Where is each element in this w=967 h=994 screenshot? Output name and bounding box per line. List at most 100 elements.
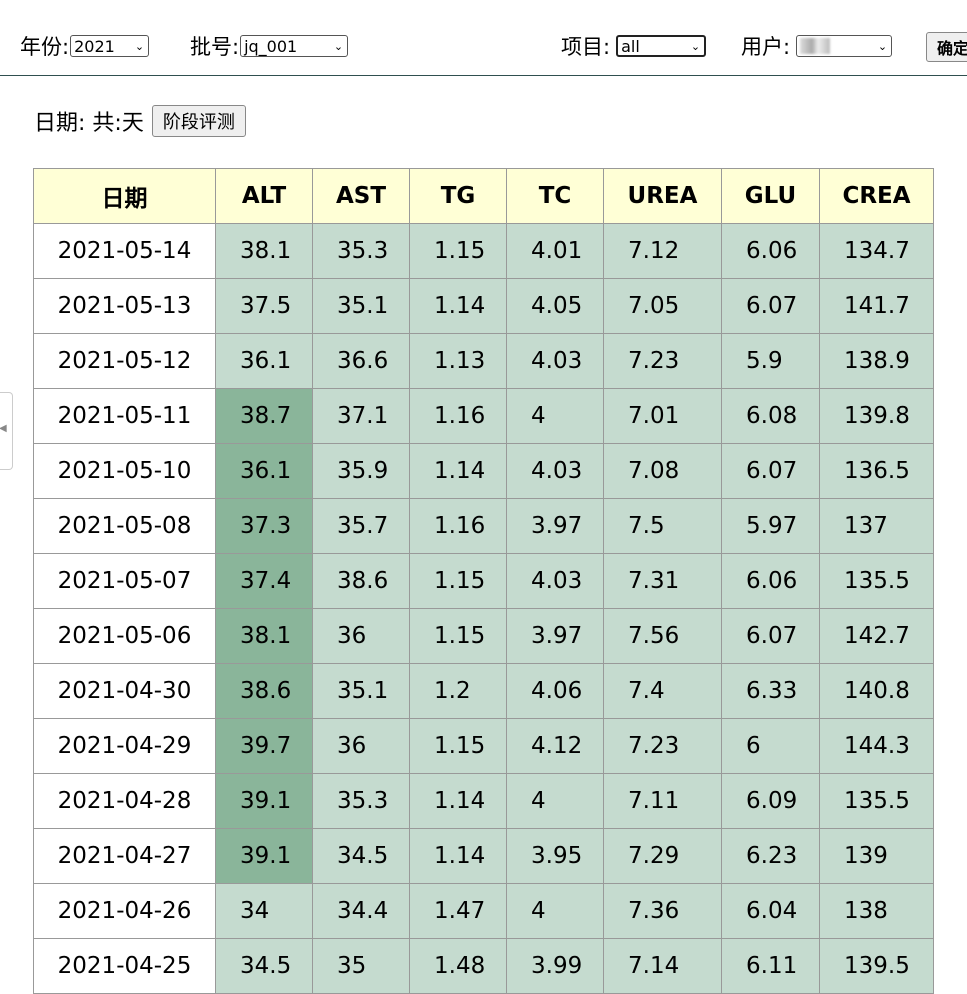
- cell-crea: 139: [819, 828, 934, 884]
- cell-tc: 3.97: [506, 608, 604, 664]
- caret-left-icon: ◀: [0, 423, 7, 434]
- cell-urea: 7.31: [603, 553, 722, 609]
- side-collapse-tab[interactable]: ◀: [0, 392, 13, 470]
- year-label: 年份:: [20, 35, 70, 59]
- batch-select[interactable]: jq_001 ⌄: [240, 35, 349, 57]
- chevron-down-icon: ⌄: [690, 39, 701, 53]
- cell-crea: 135.5: [819, 773, 934, 829]
- cell-crea: 135.5: [819, 553, 934, 609]
- cell-date: 2021-04-25: [33, 938, 216, 994]
- cell-date: 2021-05-11: [33, 388, 216, 444]
- column-header-tg: TG: [409, 168, 507, 224]
- chevron-down-icon: ⌄: [877, 39, 888, 53]
- results-table: 日期 ALT AST TG TC UREA GLU CREA 2021-05-14 38.1 35…: [33, 168, 934, 994]
- cell-crea: 141.7: [819, 278, 934, 334]
- chevron-down-icon: ⌄: [134, 39, 145, 53]
- cell-alt: 34: [215, 883, 313, 939]
- cell-date: 2021-05-14: [33, 223, 216, 279]
- user-select[interactable]: ⌄: [796, 35, 893, 57]
- year-select-value: 2021: [74, 36, 115, 56]
- table-row: 2021-04-27 39.1 34.5 1.14 3.95 7.29 6.23 139: [33, 828, 934, 884]
- table-row: 2021-05-14 38.1 35.3 1.15 4.01 7.12 6.06 134.7: [33, 223, 934, 279]
- cell-tg: 1.48: [409, 938, 507, 994]
- cell-date: 2021-05-06: [33, 608, 216, 664]
- batch-filter: 批号: jq_001 ⌄: [190, 32, 349, 60]
- cell-tg: 1.14: [409, 828, 507, 884]
- cell-glu: 5.97: [721, 498, 820, 554]
- cell-urea: 7.14: [603, 938, 722, 994]
- cell-ast: 38.6: [312, 553, 410, 609]
- table-header-row: 日期 ALT AST TG TC UREA GLU CREA: [33, 168, 934, 224]
- cell-crea: 139.5: [819, 938, 934, 994]
- cell-date: 2021-04-27: [33, 828, 216, 884]
- table-row: 2021-05-07 37.4 38.6 1.15 4.03 7.31 6.06 135.5: [33, 553, 934, 609]
- cell-alt: 38.1: [215, 223, 313, 279]
- cell-urea: 7.01: [603, 388, 722, 444]
- cell-glu: 6.04: [721, 883, 820, 939]
- cell-date: 2021-05-07: [33, 553, 216, 609]
- cell-ast: 35.3: [312, 773, 410, 829]
- cell-ast: 35: [312, 938, 410, 994]
- column-header-日期: 日期: [33, 168, 216, 224]
- cell-tg: 1.16: [409, 498, 507, 554]
- cell-ast: 35.1: [312, 278, 410, 334]
- year-filter: 年份: 2021 ⌄: [20, 32, 150, 60]
- cell-glu: 6.08: [721, 388, 820, 444]
- column-header-crea: CREA: [819, 168, 934, 224]
- cell-glu: 6.07: [721, 443, 820, 499]
- chevron-down-icon: ⌄: [333, 39, 344, 53]
- cell-crea: 139.8: [819, 388, 934, 444]
- table-row: 2021-05-12 36.1 36.6 1.13 4.03 7.23 5.9 138.9: [33, 333, 934, 389]
- cell-ast: 34.5: [312, 828, 410, 884]
- cell-glu: 6.11: [721, 938, 820, 994]
- cell-ast: 35.1: [312, 663, 410, 719]
- column-header-glu: GLU: [721, 168, 820, 224]
- cell-alt: 36.1: [215, 443, 313, 499]
- cell-glu: 6.07: [721, 278, 820, 334]
- cell-glu: 6: [721, 718, 820, 774]
- cell-date: 2021-04-28: [33, 773, 216, 829]
- cell-urea: 7.05: [603, 278, 722, 334]
- cell-urea: 7.23: [603, 333, 722, 389]
- cell-ast: 35.9: [312, 443, 410, 499]
- cell-crea: 134.7: [819, 223, 934, 279]
- cell-tg: 1.13: [409, 333, 507, 389]
- cell-urea: 7.36: [603, 883, 722, 939]
- table-row: 2021-05-08 37.3 35.7 1.16 3.97 7.5 5.97 137: [33, 498, 934, 554]
- item-select[interactable]: all ⌄: [616, 35, 707, 57]
- cell-ast: 34.4: [312, 883, 410, 939]
- cell-ast: 35.3: [312, 223, 410, 279]
- cell-crea: 142.7: [819, 608, 934, 664]
- cell-ast: 37.1: [312, 388, 410, 444]
- cell-tg: 1.15: [409, 608, 507, 664]
- table-row: 2021-04-30 38.6 35.1 1.2 4.06 7.4 6.33 140.8: [33, 663, 934, 719]
- table-row: 2021-04-29 39.7 36 1.15 4.12 7.23 6 144.3: [33, 718, 934, 774]
- confirm-button[interactable]: 确定: [926, 32, 967, 62]
- cell-tc: 3.95: [506, 828, 604, 884]
- cell-tg: 1.14: [409, 773, 507, 829]
- item-label: 项目:: [561, 35, 611, 59]
- cell-urea: 7.5: [603, 498, 722, 554]
- cell-alt: 36.1: [215, 333, 313, 389]
- cell-glu: 6.23: [721, 828, 820, 884]
- date-summary-text: 日期: 共:天: [34, 111, 144, 136]
- cell-glu: 5.9: [721, 333, 820, 389]
- cell-crea: 144.3: [819, 718, 934, 774]
- cell-tg: 1.2: [409, 663, 507, 719]
- cell-tc: 4: [506, 388, 604, 444]
- stage-evaluation-button[interactable]: 阶段评测: [151, 105, 246, 137]
- cell-tg: 1.15: [409, 223, 507, 279]
- cell-date: 2021-04-26: [33, 883, 216, 939]
- cell-ast: 36: [312, 718, 410, 774]
- cell-alt: 34.5: [215, 938, 313, 994]
- cell-ast: 35.7: [312, 498, 410, 554]
- cell-tg: 1.14: [409, 278, 507, 334]
- column-header-alt: ALT: [215, 168, 313, 224]
- cell-urea: 7.08: [603, 443, 722, 499]
- cell-ast: 36: [312, 608, 410, 664]
- cell-tc: 3.97: [506, 498, 604, 554]
- year-select[interactable]: 2021 ⌄: [70, 35, 150, 57]
- cell-date: 2021-05-08: [33, 498, 216, 554]
- column-header-urea: UREA: [603, 168, 722, 224]
- cell-crea: 137: [819, 498, 934, 554]
